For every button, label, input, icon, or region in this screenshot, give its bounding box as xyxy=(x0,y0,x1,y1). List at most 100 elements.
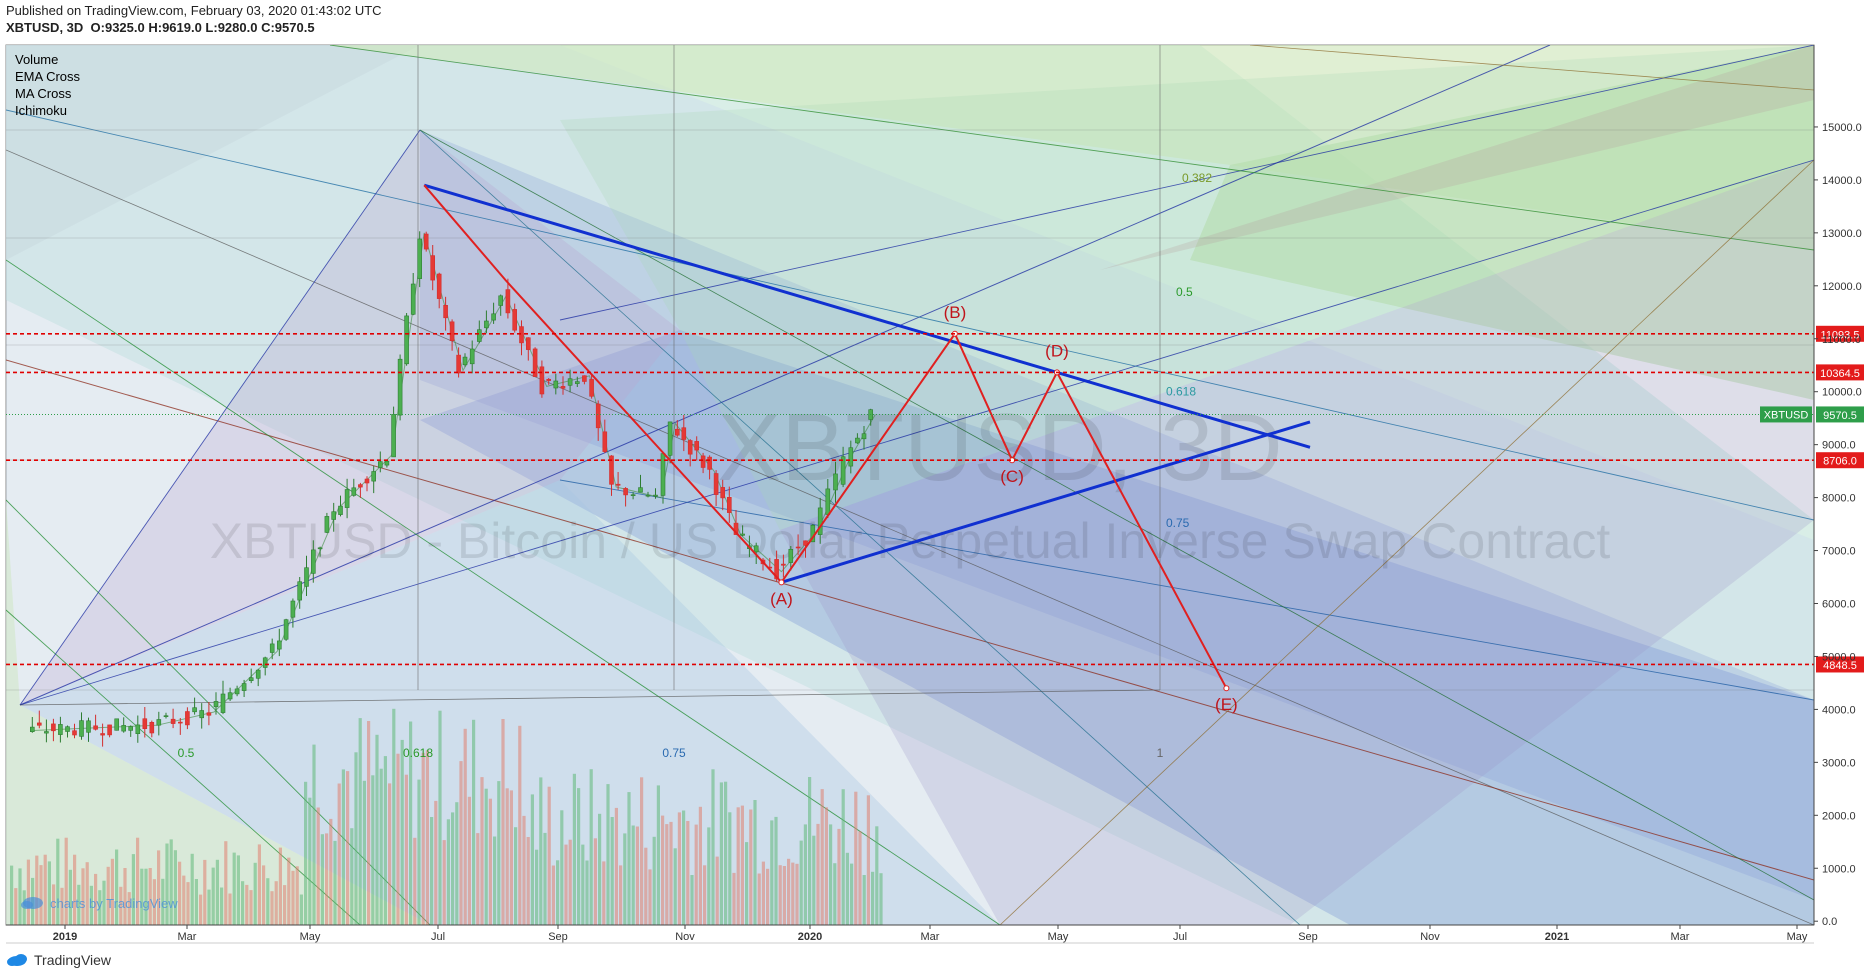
fib-level-label: 0.618 xyxy=(403,746,433,760)
fib-level-label: 0.75 xyxy=(1166,516,1190,530)
volume-bar xyxy=(329,818,333,925)
candle-body xyxy=(170,718,176,724)
volume-bar xyxy=(123,868,127,925)
volume-bar xyxy=(333,840,337,925)
shading-band xyxy=(20,130,680,705)
fib-level-label: 0.618 xyxy=(1166,385,1196,399)
fan-line xyxy=(6,149,1814,925)
candle-body xyxy=(781,563,786,566)
candle-body xyxy=(29,726,35,732)
candle-body xyxy=(36,722,42,726)
volume-bar xyxy=(677,812,681,925)
volume-bar xyxy=(866,795,870,925)
footer-brand[interactable]: TradingView xyxy=(6,952,111,968)
volume-bar xyxy=(589,769,593,925)
volume-bar xyxy=(35,855,39,925)
volume-bar xyxy=(795,863,799,925)
volume-bar xyxy=(144,868,148,925)
fan-line xyxy=(419,129,1301,925)
volume-bar xyxy=(182,875,186,925)
volume-bar xyxy=(341,769,345,925)
candle-body xyxy=(358,484,363,488)
candle-body xyxy=(726,496,732,513)
volume-bar xyxy=(644,847,648,925)
price-tick-label: 9000.0 xyxy=(1822,440,1856,452)
fib-level-label: 0.75 xyxy=(662,746,686,760)
volume-bar xyxy=(451,812,455,925)
volume-bar xyxy=(875,826,879,925)
candle-body xyxy=(317,547,323,550)
fan-line xyxy=(1249,45,1814,91)
candle-body xyxy=(417,238,423,279)
tradingview-cloud-icon xyxy=(21,897,43,909)
shading-band xyxy=(420,330,1814,925)
candle-body xyxy=(443,304,448,319)
volume-bar xyxy=(736,807,740,925)
indicator-volume[interactable]: Volume xyxy=(15,52,58,67)
level-tag xyxy=(1816,364,1864,381)
candle-body xyxy=(595,403,601,429)
indicator-ma-cross[interactable]: MA Cross xyxy=(15,86,72,101)
volume-bar xyxy=(224,841,228,925)
volume-bar xyxy=(190,853,194,925)
time-axis[interactable]: 2019 Mar May Jul Sep Nov 2020 Mar May Jul Sep Nov 20… xyxy=(6,924,1814,944)
candle-body xyxy=(276,640,282,650)
volume-bar xyxy=(724,781,728,925)
candle-body xyxy=(512,309,518,331)
price-tick-label: 4000.0 xyxy=(1822,704,1856,716)
price-tick-label: 11000.0 xyxy=(1822,334,1861,346)
price-tick-label: 5000.0 xyxy=(1822,651,1856,663)
fan-line xyxy=(19,129,421,706)
fan-line xyxy=(999,159,1814,925)
volume-bar xyxy=(509,790,513,925)
fib-level-label: 0.5 xyxy=(1176,285,1193,299)
volume-bar xyxy=(707,827,711,925)
shading-band xyxy=(560,45,1814,530)
indicator-legend[interactable]: Volume EMA Cross MA Cross Ichimoku xyxy=(15,52,81,118)
volume-bar xyxy=(745,842,749,925)
candle-body xyxy=(377,461,383,468)
candle-body xyxy=(574,381,580,384)
volume-bar xyxy=(308,797,312,925)
candle-body xyxy=(817,507,823,535)
price-tag-label: 9570.5 xyxy=(1823,410,1857,422)
volume-bar xyxy=(488,798,492,925)
volume-bar xyxy=(476,833,480,925)
volume-bar xyxy=(820,789,824,925)
volume-bar xyxy=(568,839,572,925)
candle-body xyxy=(707,456,712,470)
volume-bar xyxy=(799,840,803,925)
volume-bar xyxy=(472,719,476,925)
volume-bar xyxy=(106,866,110,925)
indicator-ema-cross[interactable]: EMA Cross xyxy=(15,69,81,84)
candle-body xyxy=(156,719,162,726)
charts-by-badge[interactable]: charts by TradingView xyxy=(21,896,178,911)
volume-bar xyxy=(661,815,665,925)
candle-body xyxy=(220,693,226,713)
indicator-ichimoku[interactable]: Ichimoku xyxy=(15,103,67,118)
candle-body xyxy=(788,548,794,563)
candle-body xyxy=(645,494,651,497)
volume-bar xyxy=(367,721,371,925)
watermark-sub: XBTUSD - Bitcoin / US Dollar Perpetual I… xyxy=(210,513,1611,569)
symbol-watermark: XBTUSD, 3D XBTUSD - Bitcoin / US Dollar … xyxy=(210,394,1611,569)
candle-body xyxy=(498,295,504,306)
time-tick-label: May xyxy=(1048,931,1069,943)
candle-body xyxy=(163,715,169,718)
time-tick-label: Sep xyxy=(1298,931,1318,943)
volume-bar xyxy=(560,810,564,925)
candle-body xyxy=(623,488,628,496)
candle-body xyxy=(344,489,350,508)
volume-bar xyxy=(299,894,303,925)
price-axis[interactable]: 15000.0 14000.0 13000.0 12000.0 11000.0 10000… xyxy=(1813,45,1862,928)
volume-bar xyxy=(85,862,89,925)
candle-body xyxy=(241,683,247,691)
volume-bar xyxy=(480,777,484,925)
volume-bar xyxy=(262,865,266,925)
time-tick-label: 2019 xyxy=(53,931,77,943)
volume-bar xyxy=(283,885,287,925)
candle-body xyxy=(93,725,98,730)
volume-bar xyxy=(68,869,72,925)
volume-bar xyxy=(501,719,505,925)
